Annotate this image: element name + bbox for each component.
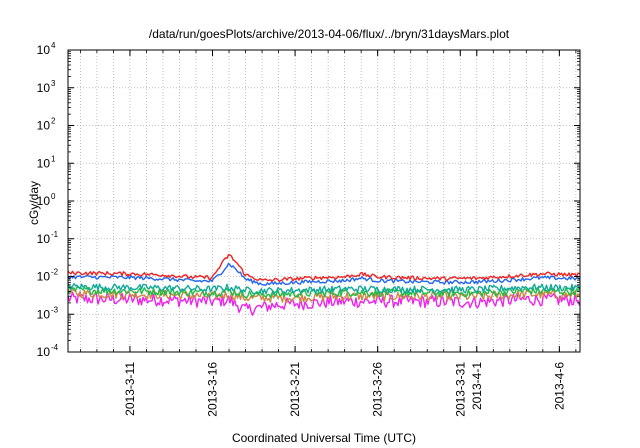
x-tick-label: 2013-3-11 [123,362,137,416]
plot-area [67,254,581,316]
plot-frame [67,49,581,353]
x-tick-label: 2013-3-26 [371,362,385,417]
y-tick-exponent: -3 [51,305,59,314]
series-line [67,262,581,286]
series-line [67,291,581,316]
y-tick-label: 10 [37,119,51,133]
x-tick-label: 2013-4-6 [552,362,566,410]
y-tick-label: 10 [37,81,51,95]
series-line [67,283,581,295]
x-tick-label: 2013-3-31 [453,362,467,417]
y-tick-label: 10 [37,156,51,170]
x-axis-label: Coordinated Universal Time (UTC) [232,431,416,445]
series-line [67,285,580,299]
y-tick-exponent: 2 [51,117,56,126]
y-tick-exponent: -2 [51,268,59,277]
y-tick-exponent: 3 [51,79,56,88]
y-axis-label: cGy/day [27,181,41,225]
y-tick-exponent: 1 [51,154,56,163]
y-tick-label: 10 [37,307,51,321]
y-tick-label: 10 [37,43,51,57]
series-line [67,254,580,282]
x-tick-label: 2013-4-1 [470,362,484,410]
chart-title: /data/run/goesPlots/archive/2013-04-06/f… [149,27,510,41]
y-tick-label: 10 [37,345,51,359]
y-tick-exponent: 0 [51,192,56,201]
y-tick-exponent: 4 [51,41,56,50]
y-tick-label: 10 [37,194,51,208]
x-tick-label: 2013-3-21 [288,362,302,417]
x-tick-label: 2013-3-16 [206,362,220,417]
y-tick-label: 10 [37,232,51,246]
y-tick-label: 10 [37,270,51,284]
y-tick-exponent: -4 [51,343,59,352]
y-tick-exponent: -1 [51,230,59,239]
